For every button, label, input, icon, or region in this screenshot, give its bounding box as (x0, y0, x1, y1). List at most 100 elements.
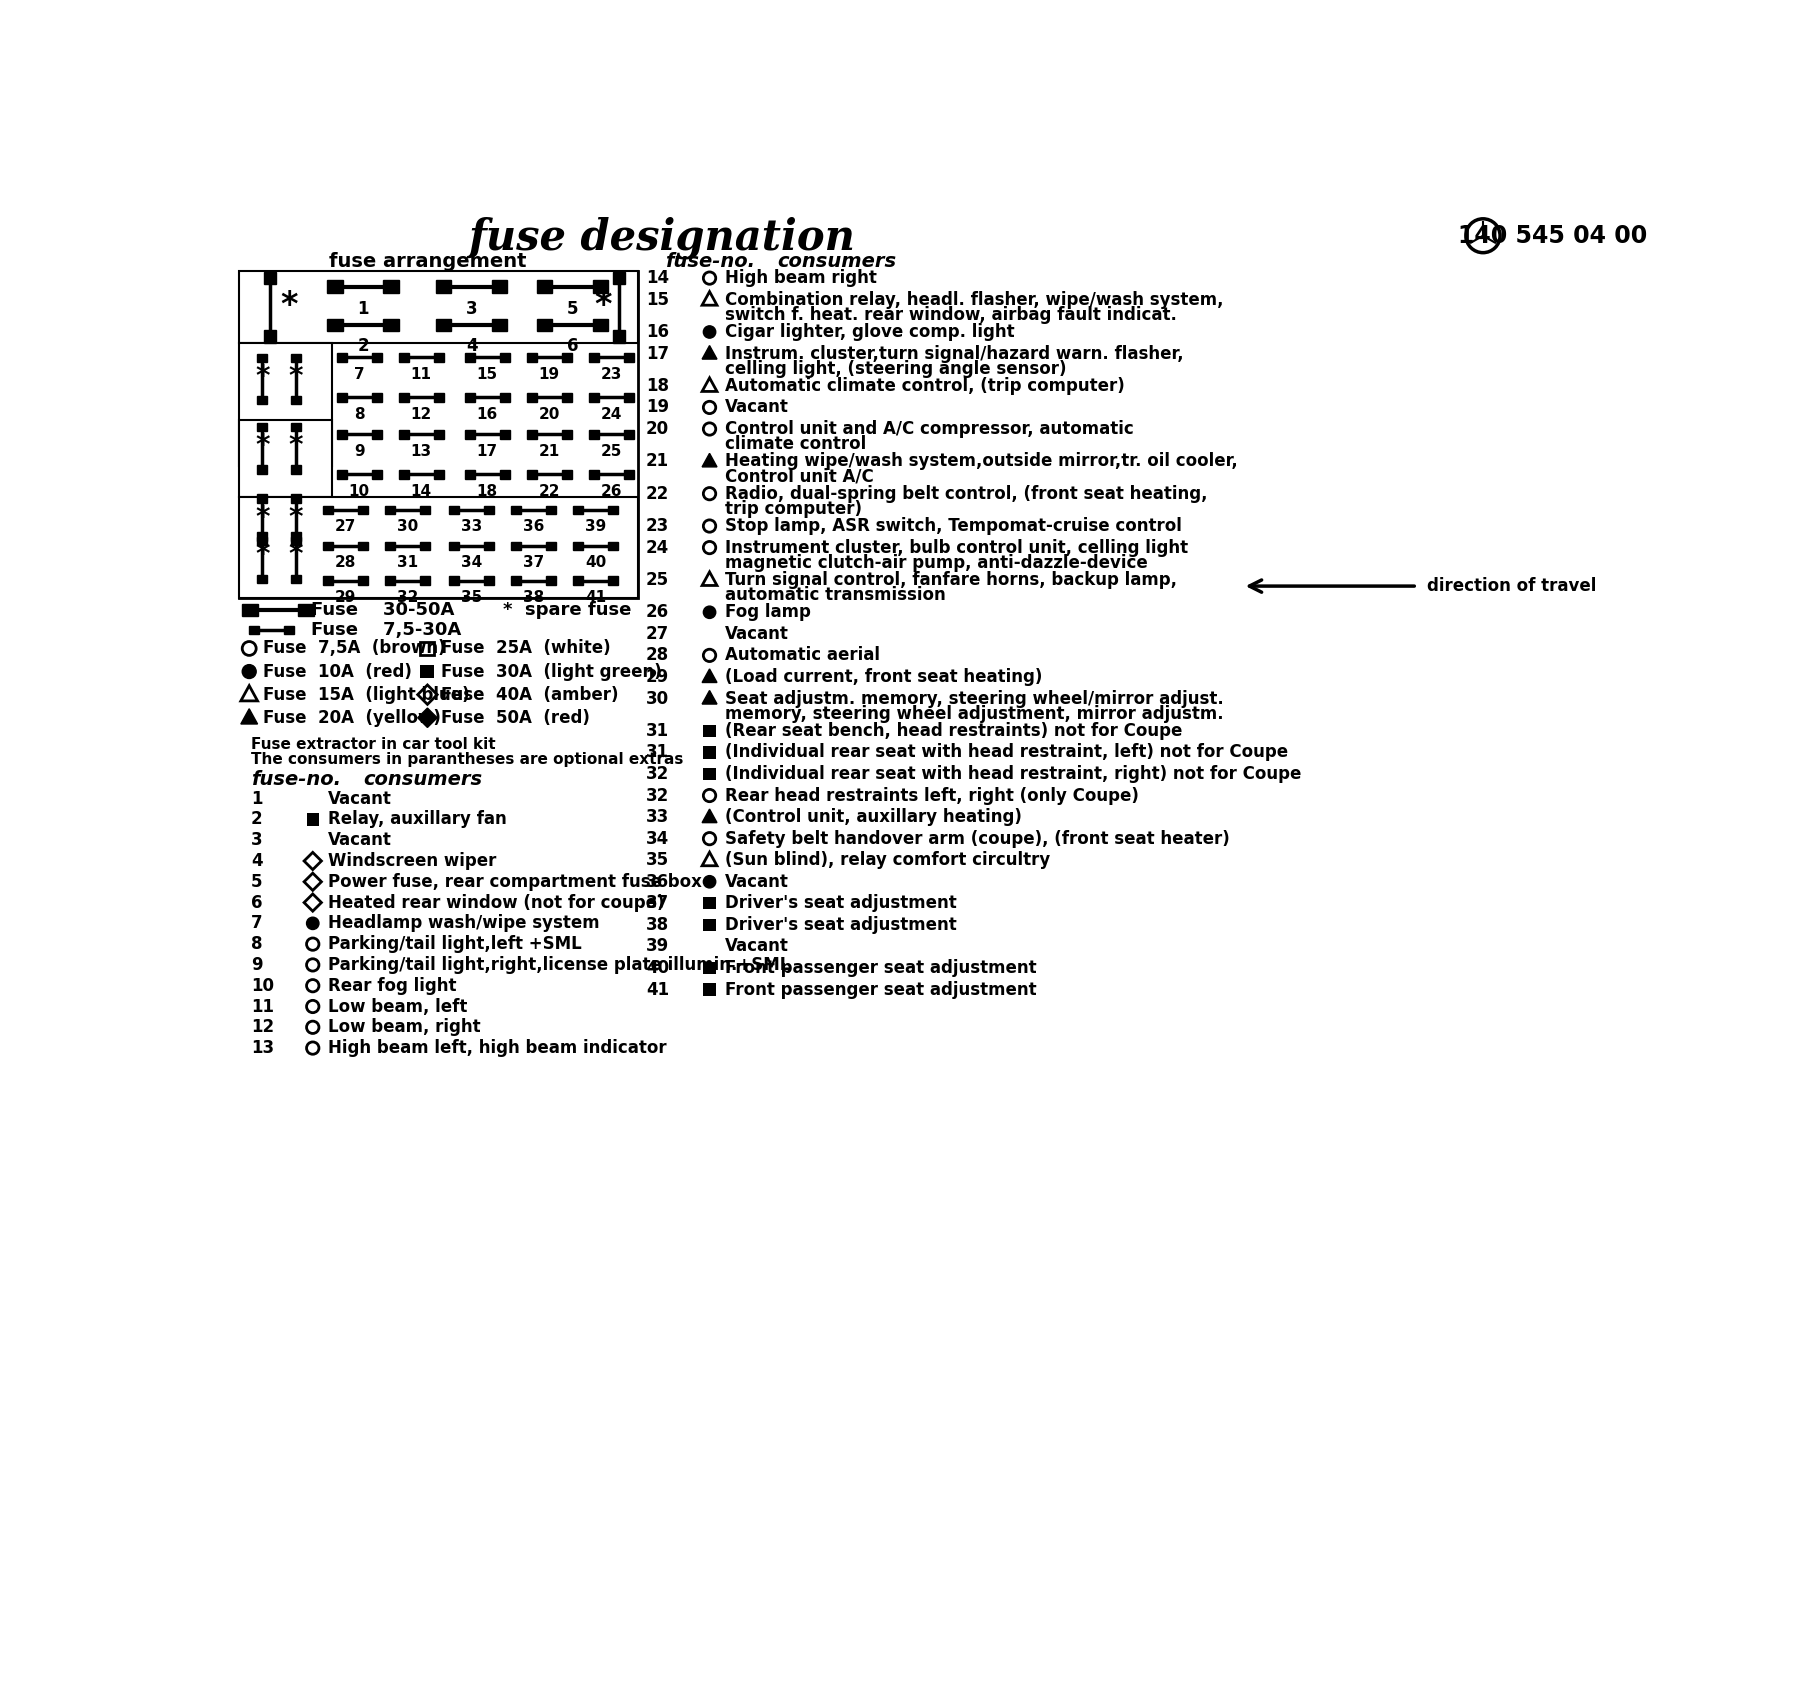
Bar (249, 625, 258, 634)
Text: 15: 15 (477, 366, 497, 381)
Text: 38: 38 (646, 915, 670, 934)
Text: High beam left, high beam indicator: High beam left, high beam indicator (328, 1039, 666, 1058)
Text: The consumers in parantheses are optional extras: The consumers in parantheses are optiona… (251, 753, 682, 766)
Text: Seat adjustm. memory, steering wheel/mirror adjust.: Seat adjustm. memory, steering wheel/mir… (724, 690, 1223, 707)
Text: 10: 10 (251, 976, 273, 995)
Bar (613, 331, 624, 342)
Bar (399, 353, 410, 361)
Bar (238, 342, 331, 466)
Text: 20: 20 (539, 407, 561, 422)
Bar (703, 897, 715, 910)
Bar (257, 464, 268, 473)
Bar (264, 271, 277, 285)
Text: 11: 11 (251, 998, 273, 1015)
Bar (546, 576, 557, 585)
Text: *: * (593, 288, 612, 322)
Text: consumers: consumers (777, 253, 897, 271)
Bar (433, 470, 444, 478)
Bar (322, 542, 333, 551)
Text: automatic transmission: automatic transmission (724, 586, 946, 605)
Text: 140 545 04 00: 140 545 04 00 (1458, 224, 1647, 247)
Polygon shape (703, 690, 717, 703)
Text: Vacant: Vacant (328, 790, 391, 807)
Bar (511, 576, 521, 585)
Bar (238, 497, 639, 598)
Text: 14: 14 (411, 483, 431, 498)
Text: Fog lamp: Fog lamp (724, 603, 812, 622)
Text: 28: 28 (646, 646, 670, 664)
Bar (573, 576, 582, 585)
Bar (238, 271, 639, 598)
Bar (526, 393, 537, 402)
Bar (499, 431, 510, 439)
Text: Heated rear window (not for coupe): Heated rear window (not for coupe) (328, 893, 664, 912)
Bar (337, 470, 348, 478)
Bar (613, 271, 624, 285)
Text: Vacant: Vacant (724, 398, 788, 417)
Bar (359, 542, 368, 551)
Text: memory, steering wheel adjustment, mirror adjustm.: memory, steering wheel adjustment, mirro… (724, 705, 1223, 722)
Text: 18: 18 (646, 376, 670, 395)
Bar (499, 393, 510, 402)
Text: 29: 29 (335, 590, 357, 605)
Text: 20: 20 (646, 420, 670, 437)
Text: 28: 28 (335, 556, 357, 570)
Text: 30: 30 (397, 519, 419, 534)
Text: 36: 36 (522, 519, 544, 534)
Text: 3: 3 (466, 300, 477, 319)
Text: 22: 22 (646, 485, 670, 503)
Text: Fuse  15A  (light blue): Fuse 15A (light blue) (264, 686, 470, 703)
Bar (491, 319, 508, 331)
Polygon shape (417, 709, 437, 727)
Bar (624, 393, 633, 402)
Bar (588, 431, 599, 439)
Bar (371, 393, 382, 402)
Bar (562, 431, 571, 439)
Bar (437, 319, 451, 331)
Bar (257, 495, 268, 503)
Bar (420, 576, 430, 585)
Text: 1: 1 (251, 790, 262, 807)
Text: *: * (288, 503, 302, 532)
Text: Fuse  50A  (red): Fuse 50A (red) (442, 709, 590, 727)
Bar (433, 393, 444, 402)
Text: Fuse    30-50A: Fuse 30-50A (311, 602, 455, 619)
Text: 11: 11 (411, 366, 431, 381)
Text: Relay, auxillary fan: Relay, auxillary fan (328, 810, 508, 829)
Text: 26: 26 (646, 603, 670, 622)
Text: 26: 26 (601, 483, 622, 498)
Text: High beam right: High beam right (724, 270, 877, 286)
Text: Vacant: Vacant (328, 831, 391, 849)
Bar (257, 537, 268, 546)
Text: Headlamp wash/wipe system: Headlamp wash/wipe system (328, 914, 601, 932)
Text: 5: 5 (251, 873, 262, 892)
Text: 18: 18 (477, 483, 497, 498)
Text: 38: 38 (522, 590, 544, 605)
Bar (593, 280, 608, 293)
Text: 32: 32 (646, 764, 670, 783)
Bar (537, 280, 551, 293)
Text: 5: 5 (566, 300, 579, 319)
Bar (291, 532, 300, 541)
Text: 35: 35 (646, 851, 670, 870)
Bar (291, 354, 300, 363)
Bar (562, 353, 571, 361)
Text: 27: 27 (335, 519, 357, 534)
Bar (703, 961, 715, 975)
Text: 3: 3 (251, 831, 262, 849)
Text: Vacant: Vacant (724, 873, 788, 892)
Text: 40: 40 (584, 556, 606, 570)
Text: 24: 24 (601, 407, 622, 422)
Polygon shape (703, 809, 717, 822)
Text: trip computer): trip computer) (724, 500, 863, 519)
Bar (588, 353, 599, 361)
Bar (420, 542, 430, 551)
Text: 34: 34 (646, 829, 670, 848)
Bar (491, 280, 508, 293)
Text: 31: 31 (646, 744, 670, 761)
Text: 16: 16 (477, 407, 497, 422)
Bar (484, 542, 493, 551)
Text: 39: 39 (646, 937, 670, 956)
Bar (420, 664, 435, 678)
Text: 7: 7 (251, 914, 262, 932)
